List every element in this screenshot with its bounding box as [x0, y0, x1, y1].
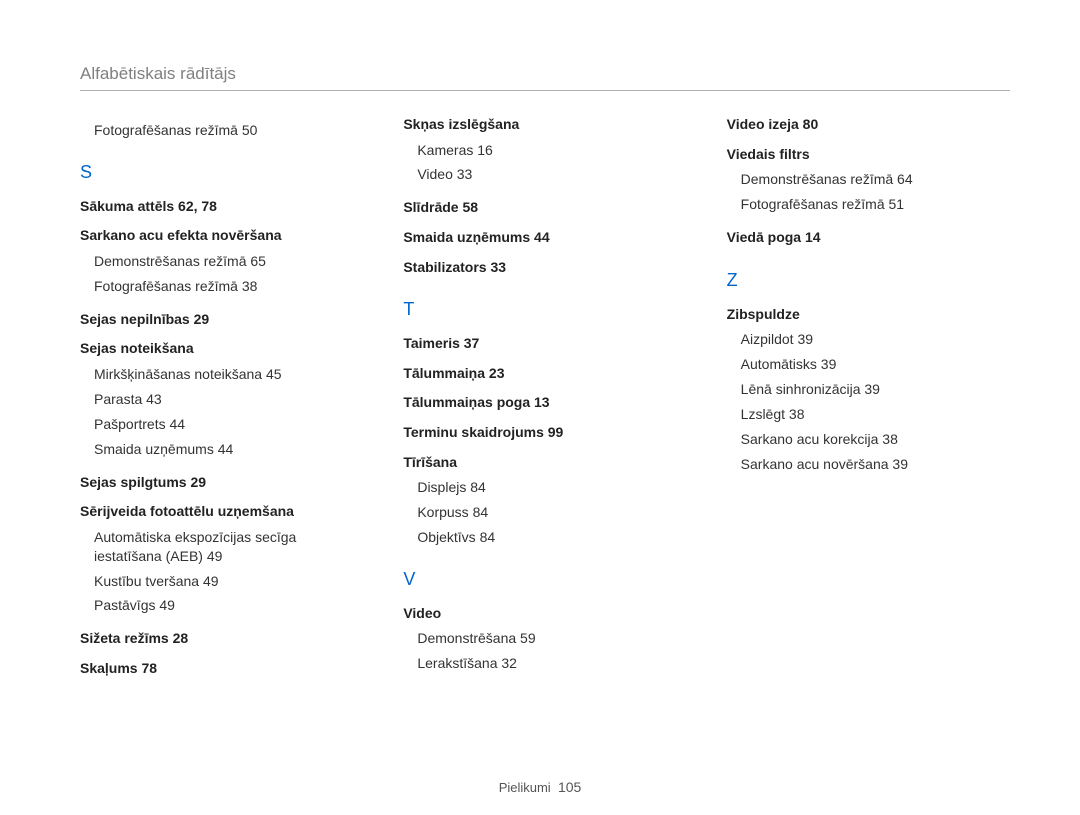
index-sub: Fotografēšanas režīmā 50: [94, 121, 363, 140]
index-entry: Tālummaiņa 23: [403, 364, 686, 384]
footer-page-number: 105: [558, 779, 581, 795]
index-entry: Skaļums 78: [80, 659, 363, 679]
index-entry: Sākuma attēls 62, 78: [80, 197, 363, 217]
index-sub: Video 33: [417, 165, 686, 184]
index-sub: Objektīvs 84: [417, 528, 686, 547]
index-entry: Terminu skaidrojums 99: [403, 423, 686, 443]
index-sub: Demonstrēšanas režīmā 64: [741, 170, 1010, 189]
index-entry: Viedais filtrs: [727, 145, 1010, 165]
section-letter-v: V: [403, 569, 686, 590]
index-sub: Smaida uzņēmums 44: [94, 440, 363, 459]
index-sub: Demonstrēšana 59: [417, 629, 686, 648]
section-letter-s: S: [80, 162, 363, 183]
index-entry: Sarkano acu efekta novēršana: [80, 226, 363, 246]
page-footer: Pielikumi 105: [0, 779, 1080, 795]
column-1: Fotografēšanas režīmā 50 S Sākuma attēls…: [80, 115, 363, 679]
index-entry: Slīdrāde 58: [403, 198, 686, 218]
page-title: Alfabētiskais rādītājs: [80, 64, 1010, 91]
index-entry: Zibspuldze: [727, 305, 1010, 325]
index-entry: Sejas nepilnības 29: [80, 310, 363, 330]
index-entry: Viedā poga 14: [727, 228, 1010, 248]
index-entry: Tīrīšana: [403, 453, 686, 473]
index-entry: Stabilizators 33: [403, 258, 686, 278]
index-sub: Automātisks 39: [741, 355, 1010, 374]
index-entry: Video: [403, 604, 686, 624]
index-sub: Parasta 43: [94, 390, 363, 409]
index-entry: Video izeja 80: [727, 115, 1010, 135]
index-sub: Automātiska ekspozīcijas secīga iestatīš…: [94, 528, 363, 566]
index-sub: Pastāvīgs 49: [94, 596, 363, 615]
index-entry: Taimeris 37: [403, 334, 686, 354]
index-sub: Pašportrets 44: [94, 415, 363, 434]
index-sub: Lerakstīšana 32: [417, 654, 686, 673]
index-sub: Mirkšķināšanas noteikšana 45: [94, 365, 363, 384]
index-entry: Sērijveida fotoattēlu uzņemšana: [80, 502, 363, 522]
index-sub: Kameras 16: [417, 141, 686, 160]
index-columns: Fotografēšanas režīmā 50 S Sākuma attēls…: [80, 115, 1010, 679]
index-sub: Kustību tveršana 49: [94, 572, 363, 591]
index-sub: Lēnā sinhronizācija 39: [741, 380, 1010, 399]
index-entry: Skņas izslēgšana: [403, 115, 686, 135]
index-entry: Sejas spilgtums 29: [80, 473, 363, 493]
section-letter-z: Z: [727, 270, 1010, 291]
index-sub: Displejs 84: [417, 478, 686, 497]
index-sub: Sarkano acu korekcija 38: [741, 430, 1010, 449]
index-sub: Aizpildot 39: [741, 330, 1010, 349]
footer-label: Pielikumi: [499, 780, 551, 795]
section-letter-t: T: [403, 299, 686, 320]
index-sub: Fotografēšanas režīmā 38: [94, 277, 363, 296]
index-sub: Sarkano acu novēršana 39: [741, 455, 1010, 474]
index-entry: Sejas noteikšana: [80, 339, 363, 359]
index-page: Alfabētiskais rādītājs Fotografēšanas re…: [0, 0, 1080, 679]
index-entry: Smaida uzņēmums 44: [403, 228, 686, 248]
index-sub: Lzslēgt 38: [741, 405, 1010, 424]
index-sub: Korpuss 84: [417, 503, 686, 522]
index-sub: Fotografēšanas režīmā 51: [741, 195, 1010, 214]
column-2: Skņas izslēgšana Kameras 16 Video 33 Slī…: [403, 115, 686, 679]
index-entry: Sižeta režīms 28: [80, 629, 363, 649]
column-3: Video izeja 80 Viedais filtrs Demonstrēš…: [727, 115, 1010, 679]
index-entry: Tālummaiņas poga 13: [403, 393, 686, 413]
index-sub: Demonstrēšanas režīmā 65: [94, 252, 363, 271]
